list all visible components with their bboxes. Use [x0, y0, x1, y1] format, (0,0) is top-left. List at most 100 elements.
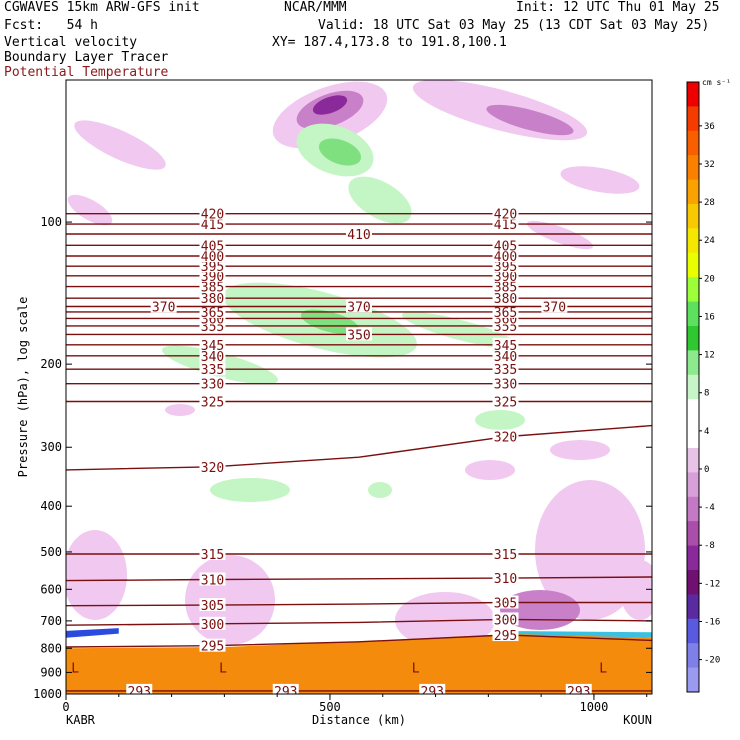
- y-tick-label: 300: [40, 440, 62, 454]
- theta-label: 345: [201, 339, 224, 354]
- tracer-edge-blue: [66, 628, 119, 638]
- theta-label: 293: [421, 685, 444, 700]
- theta-label: 395: [201, 260, 224, 275]
- theta-label-bg: [199, 279, 226, 293]
- w-shade-region: [526, 220, 594, 250]
- theta-label: 385: [494, 281, 517, 296]
- colorbar-tick-label: -20: [704, 656, 720, 666]
- theta-label-bg: [199, 376, 226, 390]
- colorbar-swatch: [687, 277, 699, 303]
- colorbar-swatch: [687, 399, 699, 425]
- theta-label-bg: [492, 376, 519, 390]
- colorbar-tick-label: 24: [704, 236, 715, 246]
- w-shade-region: [185, 555, 275, 645]
- theta-label: 415: [201, 218, 224, 233]
- theta-label: 340: [494, 350, 517, 365]
- y-axis-label: Pressure (hPa), log scale: [16, 297, 30, 478]
- theta-label: 390: [201, 270, 224, 285]
- colorbar-tick-label: 12: [704, 351, 715, 361]
- theta-label-bg: [492, 248, 519, 262]
- theta-label: 330: [494, 378, 517, 393]
- y-tick-label: 600: [40, 582, 62, 596]
- init-time: Init: 12 UTC Thu 01 May 25: [516, 0, 720, 15]
- cross-section-endpoints: XY= 187.4,173.8 to 191.8,100.1: [272, 35, 507, 50]
- theta-contour-305: [66, 601, 652, 607]
- theta-label: 295: [494, 629, 517, 644]
- right-endpoint-label: KOUN: [623, 713, 652, 727]
- theta-label: 420: [494, 208, 517, 223]
- w-shade-region: [550, 440, 610, 460]
- theta-label-bg: [492, 291, 519, 305]
- theta-label-bg: [199, 348, 226, 362]
- theta-label: 295: [201, 640, 224, 655]
- colorbar-swatch: [687, 521, 699, 547]
- colorbar-tick-label: 36: [704, 122, 715, 132]
- theta-label-bg: [199, 259, 226, 273]
- theta-label: 320: [201, 461, 224, 476]
- theta-label: 365: [201, 306, 224, 321]
- colorbar-swatch: [687, 448, 699, 473]
- theta-label-bg: [199, 572, 226, 586]
- w-shade-region: [560, 166, 640, 194]
- theta-label: 380: [494, 292, 517, 307]
- colorbar-swatch: [687, 496, 699, 522]
- colorbar-unit: cm s⁻¹: [702, 78, 731, 87]
- colorbar-tick-label: -8: [704, 541, 715, 551]
- theta-label-bg: [346, 327, 372, 341]
- y-tick-label: 200: [40, 357, 62, 371]
- theta-label-bg: [272, 683, 299, 694]
- theta-label: 305: [201, 599, 224, 614]
- left-endpoint-label: KABR: [66, 713, 96, 727]
- x-tick-label: 0: [62, 700, 69, 714]
- colorbar-swatch: [687, 82, 699, 107]
- theta-label-bg: [492, 337, 519, 351]
- theta-label-bg: [492, 429, 519, 443]
- theta-label: 415: [494, 218, 517, 233]
- colorbar-tick-label: 0: [704, 465, 709, 475]
- w-shade-region: [401, 311, 519, 349]
- theta-label: 410: [347, 228, 370, 243]
- theta-label: 335: [201, 363, 224, 378]
- theta-label-bg: [199, 217, 226, 231]
- y-tick-label: 800: [40, 641, 62, 655]
- colorbar-tick-label: 32: [704, 160, 715, 170]
- theta-label-bg: [199, 206, 226, 220]
- w-shade-region: [620, 560, 652, 620]
- theta-label-bg: [199, 394, 226, 408]
- theta-label-bg: [199, 362, 226, 376]
- theta-label: 305: [494, 597, 517, 612]
- x-tick-label: 500: [319, 700, 341, 714]
- theta-label: 380: [201, 292, 224, 307]
- w-shade-region: [368, 482, 392, 498]
- theta-label: 370: [152, 301, 175, 316]
- y-tick-label: 900: [40, 665, 62, 679]
- theta-label: 370: [347, 301, 370, 316]
- colorbar-tick-label: 20: [704, 274, 715, 284]
- theta-label: 400: [494, 250, 517, 265]
- x-axis-label: Distance (km): [312, 713, 406, 727]
- y-tick-label: 700: [40, 614, 62, 628]
- colorbar-swatch: [687, 643, 699, 669]
- theta-contour-320: [66, 424, 652, 471]
- theta-label: 370: [543, 301, 566, 316]
- theta-contour-300: [66, 618, 652, 626]
- w-shade-region: [475, 410, 525, 430]
- theta-label-bg: [565, 683, 592, 694]
- colorbar-swatch: [687, 204, 699, 229]
- theta-label-bg: [492, 628, 519, 642]
- theta-label: 385: [201, 281, 224, 296]
- low-marker: L: [219, 661, 227, 676]
- y-tick-label: 100: [40, 215, 62, 229]
- colorbar-swatch: [687, 326, 699, 351]
- theta-label-bg: [541, 299, 568, 313]
- theta-label-bg: [199, 238, 226, 252]
- x-tick-label: 1000: [579, 700, 608, 714]
- theta-label-bg: [346, 299, 372, 313]
- theta-label-bg: [492, 279, 519, 293]
- colorbar: 36 32 28 24 20 16 12 8 4 0 -4 -8 -12 -16 -20 cm s⁻¹: [686, 78, 731, 693]
- theta-contour-295: [66, 634, 652, 648]
- w-shade-region: [67, 194, 113, 226]
